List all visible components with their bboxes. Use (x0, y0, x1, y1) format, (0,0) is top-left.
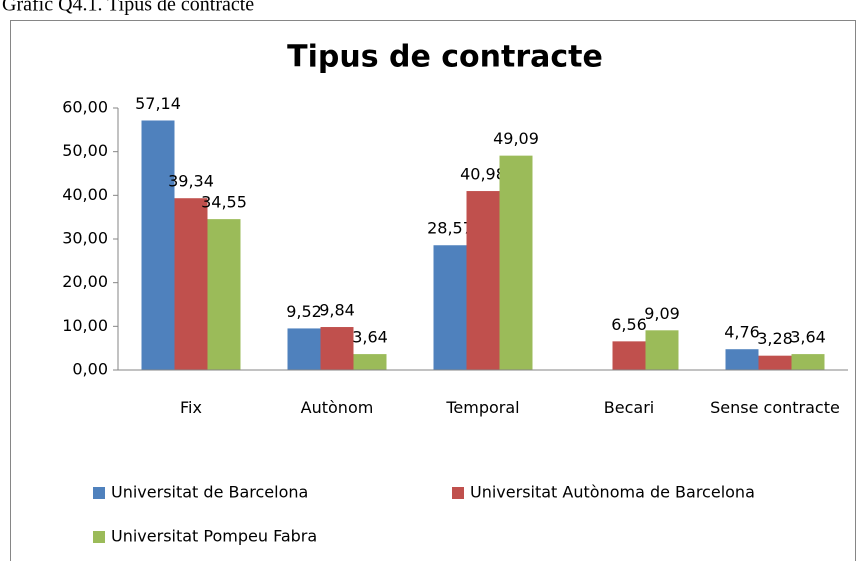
bar (466, 191, 500, 370)
legend-label: Universitat Pompeu Fabra (111, 527, 317, 546)
data-label: 28,57 (427, 219, 473, 238)
data-label: 39,34 (168, 172, 214, 191)
chart-border (10, 20, 856, 561)
y-tick-label: 0,00 (72, 360, 108, 379)
y-tick-label: 60,00 (62, 98, 108, 117)
legend-label: Universitat de Barcelona (111, 483, 308, 502)
y-tick-label: 20,00 (62, 272, 108, 291)
y-tick-label: 30,00 (62, 229, 108, 248)
data-label: 34,55 (201, 193, 247, 212)
data-label: 57,14 (135, 94, 181, 113)
bar (791, 354, 825, 370)
y-tick-label: 40,00 (62, 185, 108, 204)
data-label: 9,84 (319, 301, 355, 320)
data-label: 3,64 (790, 328, 826, 347)
bar (645, 330, 679, 370)
x-tick-label: Sense contracte (710, 398, 840, 417)
x-tick-label: Becari (603, 398, 655, 417)
bar (499, 155, 533, 370)
y-tick-label: 10,00 (62, 316, 108, 335)
y-tick-label: 50,00 (62, 141, 108, 160)
bar (725, 349, 759, 370)
legend-swatch (452, 487, 464, 499)
bar (174, 198, 208, 370)
bar (612, 341, 646, 370)
bar (353, 354, 387, 370)
data-label: 9,52 (286, 302, 322, 321)
x-tick-label: Fix (180, 398, 202, 417)
caption: Grafic Q4.1. Tipus de contracte (2, 0, 254, 16)
legend-swatch (93, 531, 105, 543)
x-tick-label: Temporal (446, 398, 520, 417)
bar (207, 219, 241, 370)
bar (758, 355, 792, 370)
legend-swatch (93, 487, 105, 499)
data-label: 3,64 (352, 328, 388, 347)
data-label: 9,09 (644, 304, 680, 323)
data-label: 4,76 (724, 323, 760, 342)
bar (141, 120, 175, 370)
data-label: 40,98 (460, 165, 506, 184)
bar (320, 327, 354, 370)
chart-title: Tipus de contracte (287, 40, 603, 75)
x-tick-label: Autònom (300, 398, 374, 417)
bar (287, 328, 321, 370)
legend-label: Universitat Autònoma de Barcelona (470, 483, 755, 502)
data-label: 3,28 (757, 329, 793, 348)
bar (433, 245, 467, 370)
data-label: 49,09 (493, 129, 539, 148)
data-label: 6,56 (611, 315, 647, 334)
